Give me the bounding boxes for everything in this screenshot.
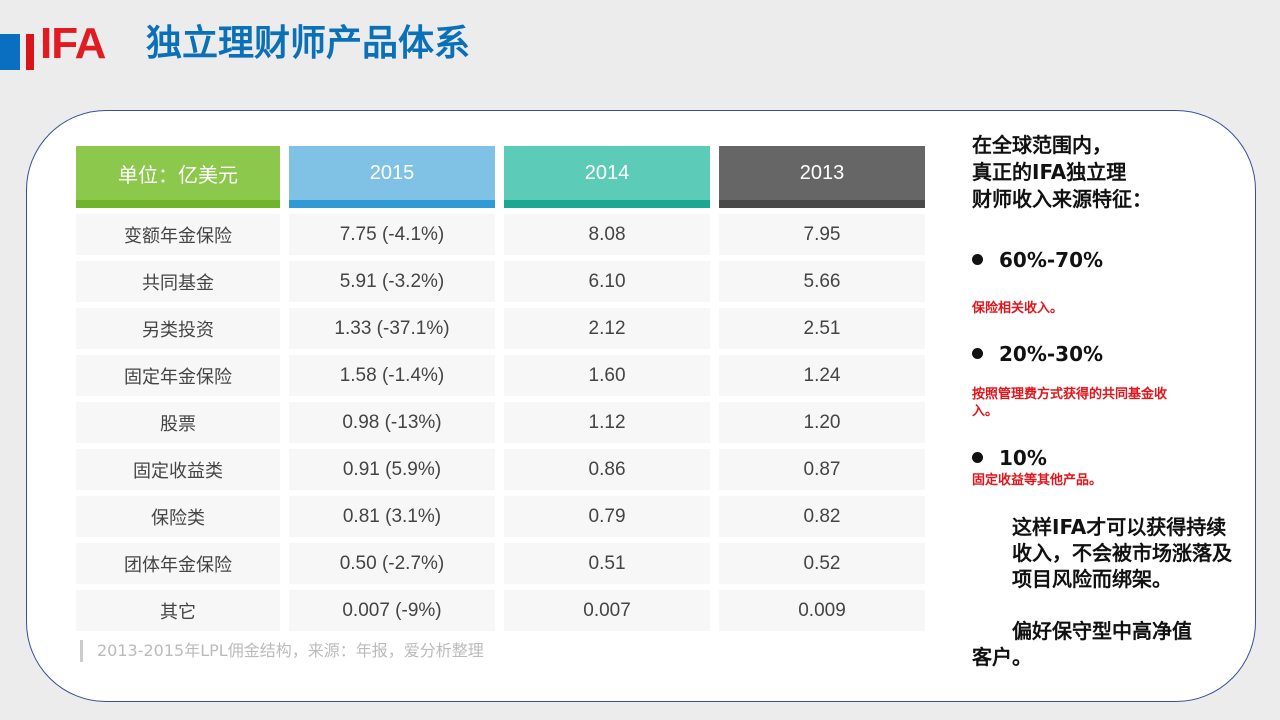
header-cell-2014: 2014 (504, 146, 710, 208)
table-source-note: 2013-2015年LPL佣金结构，来源：年报，爱分析整理 (80, 640, 484, 662)
value-cell: 0.82 (719, 496, 925, 537)
page-title: 独立理财师产品体系 (146, 23, 471, 64)
table-row: 保险类 0.81 (3.1%) 0.79 0.82 (76, 496, 925, 537)
conclusion-line: 这样IFA才可以获得持续收入，不会被市场涨落及项目风险而绑架。 (1012, 515, 1232, 591)
conclusion-text: 这样IFA才可以获得持续收入，不会被市场涨落及项目风险而绑架。 (972, 514, 1232, 592)
table-row: 共同基金 5.91 (-3.2%) 6.10 5.66 (76, 261, 925, 302)
category-cell: 固定年金保险 (76, 355, 280, 396)
header-cell-unit: 单位：亿美元 (76, 146, 280, 208)
value-cell: 1.24 (719, 355, 925, 396)
intro-line: 财师收入来源特征： (972, 187, 1152, 211)
value-cell: 6.10 (504, 261, 710, 302)
category-cell: 变额年金保险 (76, 214, 280, 255)
revenue-item-desc: 按照管理费方式获得的共同基金收入。 (972, 387, 1168, 419)
category-cell: 保险类 (76, 496, 280, 537)
value-cell: 0.007 (504, 590, 710, 631)
header-cell-2013: 2013 (719, 146, 925, 208)
table-header-row: 单位：亿美元 2015 2014 2013 (76, 146, 925, 208)
table-row: 固定年金保险 1.58 (-1.4%) 1.60 1.24 (76, 355, 925, 396)
value-cell: 2.51 (719, 308, 925, 349)
value-cell: 0.79 (504, 496, 710, 537)
table-row: 固定收益类 0.91 (5.9%) 0.86 0.87 (76, 449, 925, 490)
value-cell: 0.86 (504, 449, 710, 490)
table-row: 变额年金保险 7.75 (-4.1%) 8.08 7.95 (76, 214, 925, 255)
header: IFA 独立理财师产品体系 (0, 10, 1280, 70)
revenue-item-pct: 20%-30% (972, 342, 1103, 366)
value-cell: 2.12 (504, 308, 710, 349)
value-cell: 8.08 (504, 214, 710, 255)
pct-value: 20%-30% (999, 342, 1104, 366)
commission-table: 单位：亿美元 2015 2014 2013 变额年金保险 7.75 (-4.1%)… (76, 146, 934, 666)
value-cell: 1.58 (-1.4%) (288, 355, 496, 396)
value-cell: 1.33 (-37.1%) (288, 308, 496, 349)
table-row: 团体年金保险 0.50 (-2.7%) 0.51 0.52 (76, 543, 925, 584)
table-row: 其它 0.007 (-9%) 0.007 0.009 (76, 590, 925, 631)
category-cell: 股票 (76, 402, 280, 443)
bullet-icon (972, 452, 983, 463)
ifa-logo: IFA (40, 19, 106, 68)
value-cell: 5.91 (-3.2%) (288, 261, 496, 302)
revenue-summary: 在全球范围内， 真正的IFA独立理 财师收入来源特征： 60%-70% 保险相关… (972, 132, 1232, 669)
value-cell: 7.95 (719, 214, 925, 255)
value-cell: 1.20 (719, 402, 925, 443)
value-cell: 1.60 (504, 355, 710, 396)
value-cell: 5.66 (719, 261, 925, 302)
bullet-icon (972, 348, 983, 359)
value-cell: 0.98 (-13%) (288, 402, 496, 443)
intro-text: 在全球范围内， 真正的IFA独立理 财师收入来源特征： (972, 132, 1212, 213)
value-cell: 0.91 (5.9%) (288, 449, 496, 490)
conclusion-line: 偏好保守型中高净值客户。 (972, 619, 1192, 669)
bullet-icon (972, 254, 983, 265)
header-red-bar (26, 34, 34, 70)
category-cell: 固定收益类 (76, 449, 280, 490)
category-cell: 其它 (76, 590, 280, 631)
revenue-item-desc: 固定收益等其他产品。 (972, 473, 1103, 488)
revenue-item-pct: 10% (972, 446, 1047, 470)
value-cell: 0.52 (719, 543, 925, 584)
pct-value: 60%-70% (999, 248, 1104, 272)
table-row: 另类投资 1.33 (-37.1%) 2.12 2.51 (76, 308, 925, 349)
table-row: 股票 0.98 (-13%) 1.12 1.20 (76, 402, 925, 443)
category-cell: 另类投资 (76, 308, 280, 349)
header-cell-2015: 2015 (288, 146, 496, 208)
value-cell: 0.007 (-9%) (288, 590, 496, 631)
intro-line: 在全球范围内， (972, 133, 1112, 157)
intro-line: 真正的IFA独立理 (972, 160, 1127, 184)
value-cell: 0.87 (719, 449, 925, 490)
revenue-item-desc: 保险相关收入。 (972, 301, 1064, 316)
value-cell: 0.50 (-2.7%) (288, 543, 496, 584)
header-blue-bar (0, 34, 20, 70)
value-cell: 0.009 (719, 590, 925, 631)
value-cell: 7.75 (-4.1%) (288, 214, 496, 255)
pct-value: 10% (999, 446, 1047, 470)
revenue-item-pct: 60%-70% (972, 248, 1103, 272)
category-cell: 共同基金 (76, 261, 280, 302)
value-cell: 1.12 (504, 402, 710, 443)
category-cell: 团体年金保险 (76, 543, 280, 584)
value-cell: 0.51 (504, 543, 710, 584)
client-preference-text: 偏好保守型中高净值客户。 (972, 618, 1192, 670)
value-cell: 0.81 (3.1%) (288, 496, 496, 537)
